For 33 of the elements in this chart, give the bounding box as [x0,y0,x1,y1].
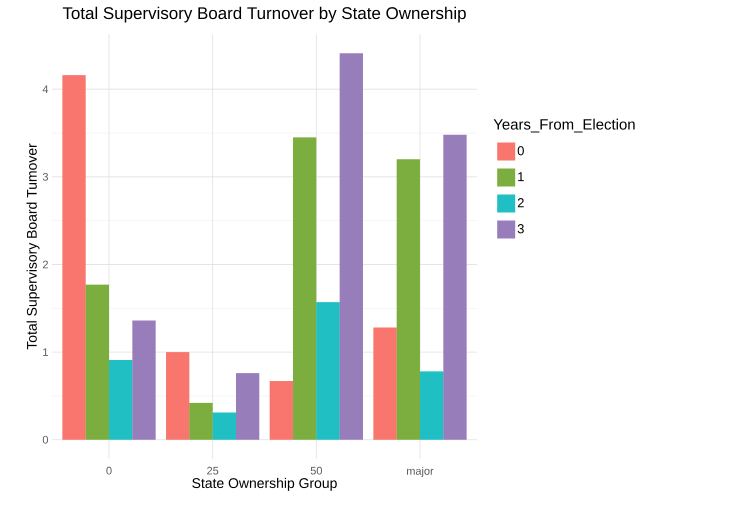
bar [316,302,340,440]
x-tick-label: 25 [207,466,218,475]
y-axis-title: Total Supervisory Board Tumover [26,144,40,350]
bar [270,381,294,440]
y-tick-label: 3 [42,172,48,181]
x-tick-label: major [407,466,434,477]
y-tick-label: 4 [42,85,48,93]
bar [212,412,236,440]
bar [62,75,86,440]
bar [86,284,110,440]
x-axis-title: State Ownership Group [192,478,337,491]
legend-label: 2 [518,198,524,208]
bar [396,159,420,440]
y-tick-label: 0 [42,436,48,444]
legend-label: 0 [518,146,524,156]
bar [166,352,190,440]
x-tick-label: 50 [310,466,322,475]
legend-label: 1 [518,172,524,182]
chart-title: Total Supervisory Board Turnover by State Ownership [62,6,466,22]
legend-title: Years_From_Election [494,118,635,132]
bar [293,137,316,440]
bar [236,373,260,440]
bar [109,360,132,440]
bar [340,53,363,440]
legend-label: 3 [518,224,524,234]
bar [443,134,467,440]
bar [132,320,156,440]
bar [189,402,213,440]
bar [373,328,397,440]
y-tick-label: 1 [43,348,48,356]
bar [420,371,444,440]
x-tick-label: 0 [106,466,112,475]
y-tick-label: 2 [42,260,48,268]
